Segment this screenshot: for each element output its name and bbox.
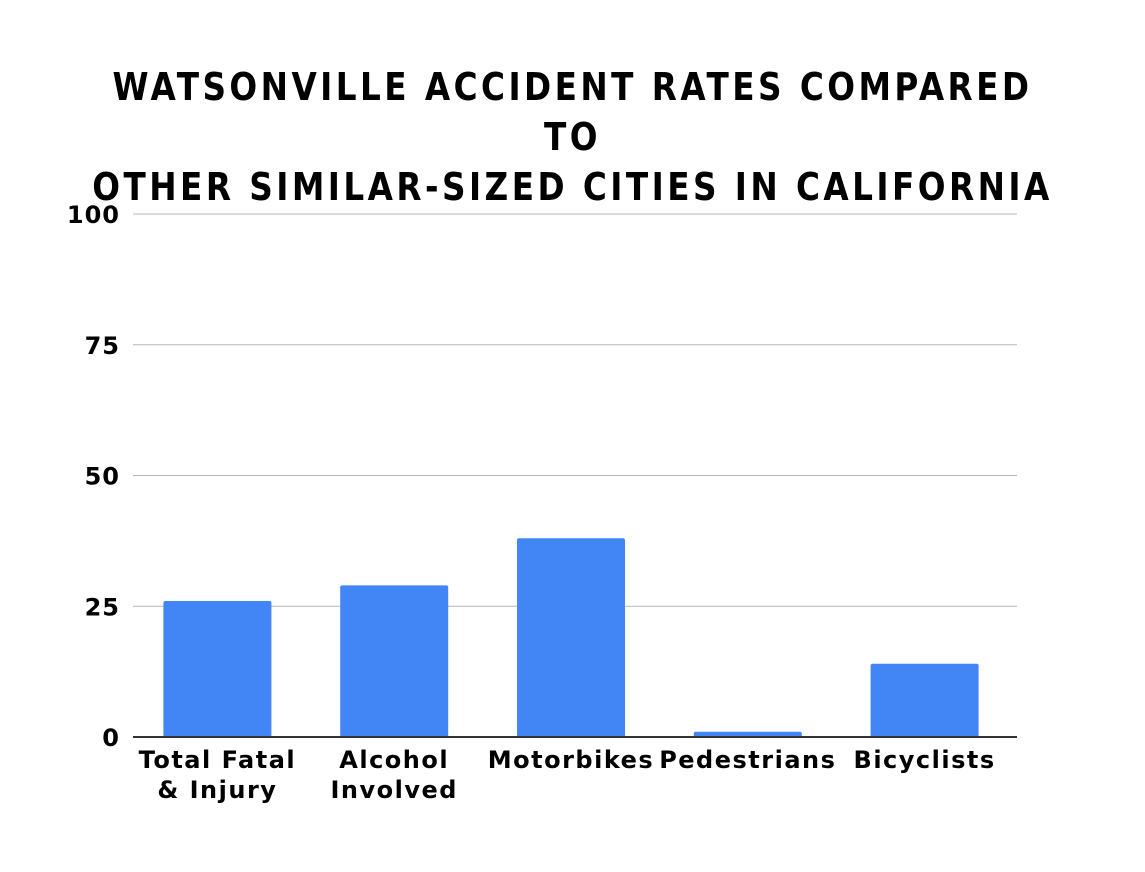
chart-title: WATSONVILLE ACCIDENT RATES COMPARED TO O… [80, 62, 1065, 212]
y-tick-label: 75 [85, 332, 120, 360]
y-tick-label: 100 [67, 201, 120, 229]
x-tick-label: Involved [330, 776, 457, 804]
x-tick-label: Total Fatal [139, 746, 297, 774]
y-tick-label: 0 [102, 724, 120, 752]
x-tick-label: Bicyclists [854, 746, 996, 774]
y-tick-label: 25 [85, 593, 120, 621]
x-tick-label: Alcohol [339, 746, 449, 774]
bar [340, 585, 449, 737]
x-tick-label: Motorbikes [488, 746, 654, 774]
bar [693, 731, 802, 737]
x-tick-label: & Injury [157, 776, 277, 804]
y-tick-label: 50 [85, 463, 120, 491]
bar [163, 601, 272, 737]
bar [517, 538, 625, 737]
bar [870, 663, 979, 737]
x-tick-label: Pedestrians [659, 746, 836, 774]
chart-title-line-2: OTHER SIMILAR-SIZED CITIES IN CALIFORNIA [92, 165, 1053, 209]
chart-title-line-1: WATSONVILLE ACCIDENT RATES COMPARED TO [112, 65, 1033, 159]
